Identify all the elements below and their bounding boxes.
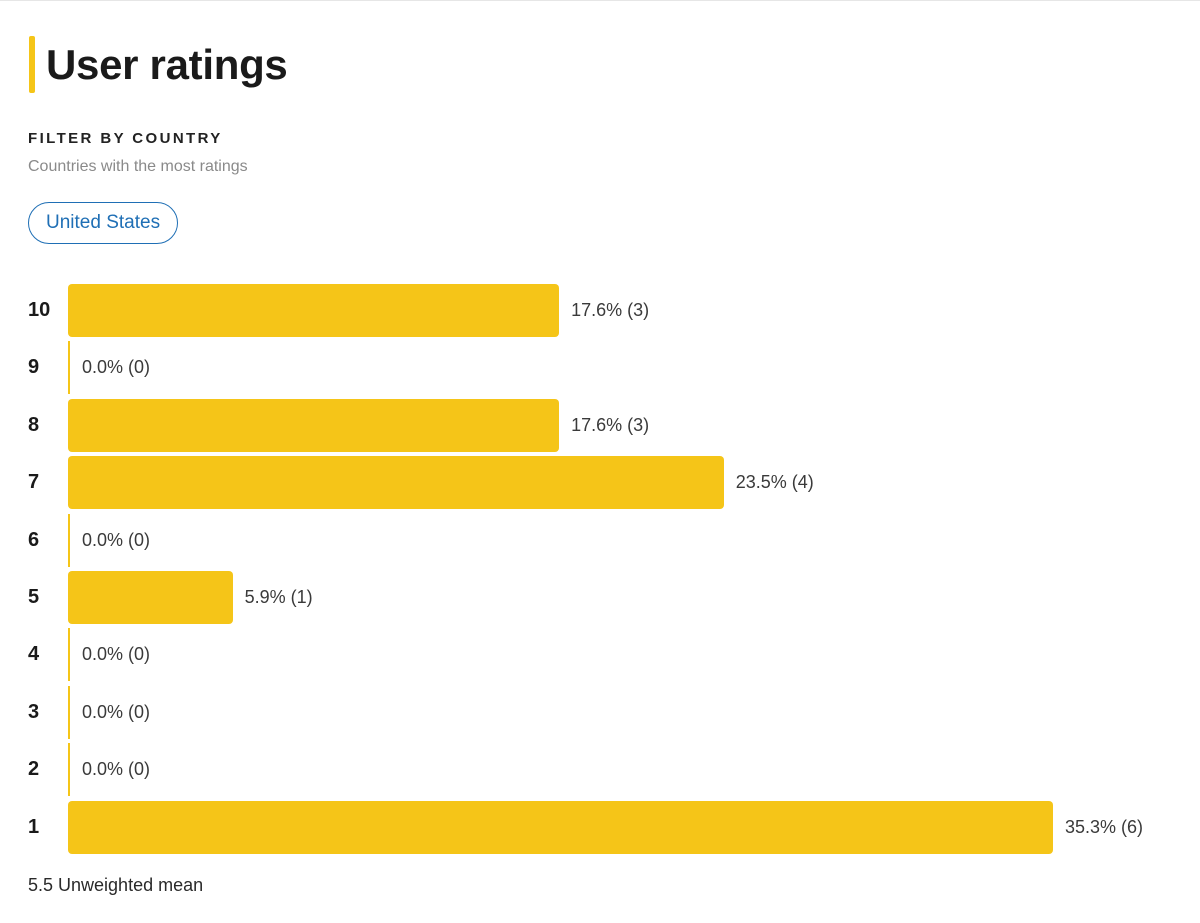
rating-row-10: 10 17.6% (3): [0, 284, 1200, 341]
rating-bar: [68, 513, 70, 567]
bar-value-label: 5.9% (1): [244, 586, 313, 607]
page-header: User ratings: [29, 36, 288, 93]
rating-bar: [68, 800, 1053, 854]
bar-area: 0.0% (0): [68, 685, 151, 739]
unweighted-mean: 5.5 Unweighted mean: [28, 875, 204, 895]
rating-label: 4: [28, 643, 40, 666]
rating-row-7: 7 23.5% (4): [0, 456, 1200, 513]
rating-bar: [68, 284, 560, 337]
page-title: User ratings: [46, 40, 288, 88]
bar-value-label: 17.6% (3): [571, 414, 650, 435]
bar-area: 0.0% (0): [68, 743, 151, 797]
rating-label: 1: [28, 815, 40, 838]
bar-area: 5.9% (1): [68, 570, 313, 624]
bar-value-label: 0.0% (0): [82, 759, 151, 780]
rating-row-6: 6 0.0% (0): [0, 513, 1200, 571]
rating-row-4: 4 0.0% (0): [0, 628, 1200, 685]
rating-label: 9: [28, 356, 40, 379]
bar-area: 0.0% (0): [68, 513, 151, 567]
rating-bar: [68, 743, 70, 797]
rating-label: 8: [28, 413, 40, 436]
rating-row-1: 1 35.3% (6): [0, 800, 1200, 858]
rating-label: 5: [28, 585, 40, 608]
bar-value-label: 0.0% (0): [82, 701, 151, 722]
rating-bar: [68, 570, 233, 624]
country-filter-chip-united-states[interactable]: United States: [28, 202, 179, 244]
bar-value-label: 0.0% (0): [82, 357, 151, 378]
rating-bar: [68, 628, 70, 682]
rating-bar: [68, 456, 724, 510]
bar-area: 35.3% (6): [68, 800, 1144, 854]
bar-value-label: 17.6% (3): [571, 300, 650, 320]
ratings-bar-chart: 10 17.6% (3) 9 0.0% (0) 8 17.6% (3) 7 23.5% (4)…: [0, 284, 1200, 858]
filter-heading: FILTER BY COUNTRY: [28, 130, 223, 147]
rating-bar: [68, 341, 70, 395]
bar-value-label: 23.5% (4): [735, 472, 814, 493]
rating-label: 7: [28, 471, 40, 494]
rating-label: 6: [28, 528, 40, 551]
rating-bar: [68, 685, 70, 739]
bar-area: 23.5% (4): [68, 456, 814, 510]
bar-value-label: 0.0% (0): [82, 644, 151, 665]
bar-area: 17.6% (3): [68, 284, 649, 337]
filter-subtitle: Countries with the most ratings: [28, 158, 248, 175]
rating-row-8: 8 17.6% (3): [0, 398, 1200, 456]
bar-area: 0.0% (0): [68, 341, 151, 395]
rating-row-5: 5 5.9% (1): [0, 570, 1200, 628]
rating-row-3: 3 0.0% (0): [0, 685, 1200, 743]
rating-row-2: 2 0.0% (0): [0, 743, 1200, 800]
bar-area: 17.6% (3): [68, 398, 650, 452]
title-accent-bar: [29, 36, 35, 93]
rating-bar: [68, 398, 560, 452]
rating-row-9: 9 0.0% (0): [0, 341, 1200, 398]
rating-label: 10: [28, 299, 51, 321]
top-divider: [0, 0, 1200, 1]
bar-value-label: 35.3% (6): [1065, 816, 1144, 837]
rating-label: 3: [28, 700, 40, 723]
bar-area: 0.0% (0): [68, 628, 151, 682]
bar-value-label: 0.0% (0): [82, 529, 151, 550]
rating-label: 2: [28, 758, 40, 781]
